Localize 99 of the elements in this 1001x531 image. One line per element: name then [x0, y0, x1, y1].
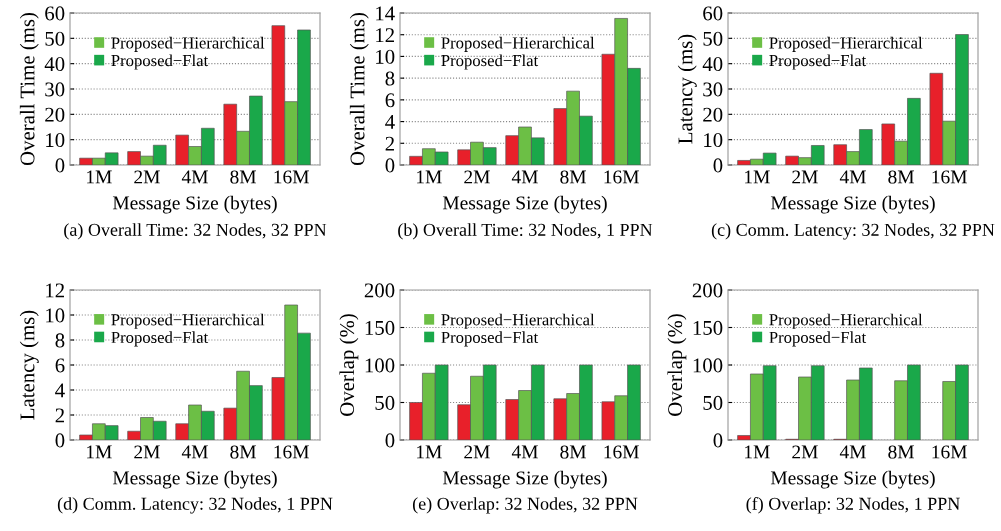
legend-label: Proposed−Hierarchical: [441, 36, 595, 52]
legend-label: Proposed−Hierarchical: [111, 313, 265, 329]
y-tick-label: 4: [385, 115, 395, 129]
y-tick-label: 40: [702, 57, 723, 72]
x-tick-label: 8M: [230, 170, 257, 184]
y-axis-title: Latency (ms): [19, 310, 39, 420]
y-tick-label: 60: [45, 6, 65, 21]
legend-label: Proposed−Flat: [111, 331, 209, 347]
x-tick-label: 16M: [932, 170, 967, 184]
x-axis-title: Message Size (bytes): [112, 195, 277, 214]
x-tick-label: 4M: [511, 445, 538, 459]
y-axis-title: Overall Time (ms): [19, 12, 39, 166]
y-tick-label: 100: [365, 358, 395, 373]
x-axis-title: Message Size (bytes): [112, 470, 277, 489]
legend-label: Proposed−Flat: [111, 54, 209, 70]
x-tick-label: 2M: [464, 445, 490, 459]
y-tick-label: 60: [703, 6, 723, 21]
y-tick-label: 0: [55, 158, 65, 173]
text: (a) Overall Time: 32 Nodes, 32 PPN: [64, 223, 327, 240]
x-tick-label: 4M: [181, 445, 208, 459]
x-tick-label: 8M: [230, 445, 257, 459]
x-tick-label: 1M: [87, 445, 112, 459]
y-axis-title: Overall Time (ms): [349, 12, 369, 166]
y-tick-label: 12: [376, 28, 394, 42]
y-tick-label: 0: [55, 433, 65, 448]
x-tick-label: 2M: [792, 170, 818, 184]
x-tick-label: 8M: [560, 445, 587, 459]
y-tick-label: 50: [375, 395, 395, 410]
x-tick-label: 8M: [888, 170, 915, 184]
y-tick-label: 40: [44, 57, 65, 72]
y-tick-label: 0: [385, 158, 395, 173]
x-tick-label: 16M: [274, 170, 309, 184]
text: (e) Overlap: 32 Nodes, 32 PPN: [412, 497, 638, 514]
x-tick-label: 8M: [888, 445, 915, 459]
x-axis-title: Message Size (bytes): [770, 195, 935, 214]
y-tick-label: 8: [55, 333, 65, 348]
x-axis-title: Message Size (bytes): [442, 470, 607, 489]
y-tick-label: 0: [385, 433, 395, 448]
text: (b) Overall Time: 32 Nodes, 1 PPN: [398, 223, 653, 240]
text: (c) Comm. Latency: 32 Nodes, 32 PPN: [711, 223, 995, 240]
y-tick-label: 150: [365, 320, 395, 335]
x-tick-label: 1M: [87, 170, 112, 184]
y-tick-label: 0: [713, 158, 723, 173]
y-tick-label: 14: [376, 6, 395, 21]
y-tick-label: 20: [703, 107, 723, 122]
legend-label: Proposed−Hierarchical: [441, 313, 595, 329]
x-tick-label: 8M: [560, 170, 587, 184]
x-tick-label: 1M: [745, 445, 770, 459]
x-tick-label: 2M: [464, 170, 490, 184]
x-tick-label: 2M: [134, 170, 160, 184]
y-tick-label: 10: [46, 308, 65, 323]
y-tick-label: 10: [46, 133, 65, 148]
y-tick-label: 2: [385, 136, 394, 151]
x-tick-label: 4M: [511, 170, 538, 184]
y-tick-label: 2: [55, 408, 64, 423]
legend-label: Proposed−Flat: [441, 331, 539, 347]
y-tick-label: 8: [385, 71, 395, 86]
legend-label: Proposed−Flat: [769, 54, 867, 70]
y-tick-label: 20: [45, 107, 65, 122]
y-axis-title: Latency (ms): [677, 34, 697, 144]
y-tick-label: 150: [693, 320, 723, 335]
x-axis-title: Message Size (bytes): [770, 470, 935, 489]
text: (f) Overlap: 32 Nodes, 1 PPN: [746, 496, 960, 514]
x-tick-label: 4M: [181, 170, 208, 184]
y-tick-label: 50: [703, 31, 723, 46]
x-tick-label: 2M: [134, 445, 160, 459]
legend-label: Proposed−Flat: [769, 331, 867, 347]
x-axis-title: Message Size (bytes): [442, 195, 607, 214]
y-tick-label: 50: [703, 395, 723, 410]
y-tick-label: 30: [45, 82, 65, 97]
y-tick-label: 10: [376, 49, 395, 64]
y-tick-label: 50: [45, 31, 65, 46]
y-tick-label: 10: [704, 133, 723, 148]
y-tick-label: 4: [55, 383, 65, 398]
x-tick-label: 4M: [839, 170, 866, 184]
x-tick-label: 4M: [839, 445, 866, 459]
legend-label: Proposed−Hierarchical: [769, 313, 923, 329]
y-tick-label: 200: [364, 283, 395, 298]
legend-label: Proposed−Hierarchical: [769, 36, 923, 52]
x-tick-label: 1M: [745, 170, 770, 184]
y-axis-title: Overlap (%): [667, 314, 687, 416]
legend-label: Proposed−Flat: [441, 54, 539, 70]
y-tick-label: 6: [55, 358, 65, 373]
x-tick-label: 16M: [604, 170, 639, 184]
x-tick-label: 16M: [274, 445, 309, 459]
x-tick-label: 1M: [417, 170, 442, 184]
x-tick-label: 16M: [604, 445, 639, 459]
x-tick-label: 16M: [932, 445, 967, 459]
y-axis-title: Overlap (%): [339, 314, 359, 416]
y-tick-label: 30: [703, 82, 723, 97]
y-tick-label: 200: [692, 283, 723, 298]
y-tick-label: 100: [693, 358, 723, 373]
x-tick-label: 1M: [417, 445, 442, 459]
x-tick-label: 2M: [792, 445, 818, 459]
y-tick-label: 0: [713, 433, 723, 448]
y-tick-label: 6: [385, 93, 395, 108]
legend-label: Proposed−Hierarchical: [111, 36, 265, 52]
text: (d) Comm. Latency: 32 Nodes, 1 PPN: [57, 497, 333, 514]
y-tick-label: 12: [46, 283, 64, 298]
